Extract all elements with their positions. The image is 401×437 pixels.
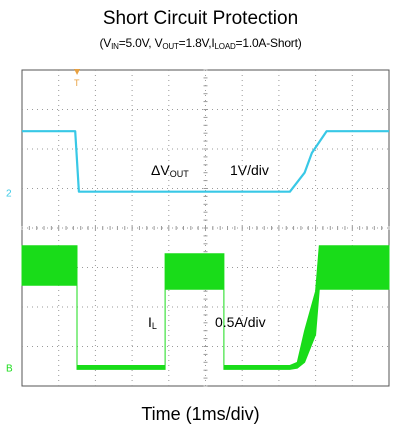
subtitle-part: (V — [99, 36, 112, 50]
chart-title: Short Circuit Protection — [102, 8, 299, 29]
vout-label-main: ΔV — [151, 162, 170, 178]
subtitle-sub: LOAD — [214, 42, 236, 51]
il-scale-label: 0.5A/div — [215, 314, 266, 330]
vout-trace-label: ΔVOUT — [151, 162, 189, 179]
chart-subtitle: (VIN=5.0V, VOUT=1.8V,ILOAD=1.0A-Short) — [0, 36, 401, 51]
subtitle-sub: IN — [111, 42, 119, 51]
vout-channel-marker: 2 — [6, 189, 12, 200]
subtitle-part: =1.8V,I — [178, 36, 215, 50]
il-trace-label: IL — [148, 314, 157, 331]
il-channel-marker: B — [6, 363, 13, 374]
subtitle-sub: OUT — [162, 42, 179, 51]
il-label-sub: L — [152, 321, 157, 331]
markers: T 2 B — [6, 69, 81, 374]
traces — [21, 130, 390, 370]
vout-trace — [22, 130, 389, 193]
subtitle-part: =1.0A-Short) — [235, 36, 302, 50]
trigger-marker-icon — [74, 69, 81, 75]
vout-label-sub: OUT — [170, 169, 190, 179]
subtitle-part: =5.0V, V — [118, 36, 163, 50]
trigger-marker-label: T — [74, 78, 80, 88]
vout-scale-label: 1V/div — [230, 162, 269, 178]
il-trace — [21, 245, 390, 370]
x-axis-label: Time (1ms/div) — [141, 404, 260, 424]
il-label-main: I — [148, 314, 152, 330]
